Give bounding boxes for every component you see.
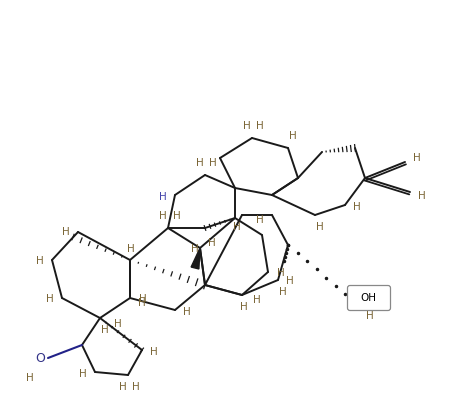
- Text: H: H: [101, 325, 109, 335]
- Text: H: H: [119, 382, 127, 392]
- Text: H: H: [277, 268, 285, 278]
- Text: H: H: [289, 131, 297, 141]
- Text: H: H: [196, 158, 204, 168]
- Text: H: H: [132, 382, 140, 392]
- Text: OH: OH: [360, 293, 376, 303]
- Text: H: H: [139, 294, 147, 304]
- Text: H: H: [208, 238, 216, 248]
- Text: H: H: [191, 244, 199, 254]
- Text: H: H: [243, 121, 251, 131]
- Text: H: H: [253, 295, 261, 305]
- Text: H: H: [127, 244, 135, 254]
- Text: H: H: [286, 276, 294, 286]
- Text: O: O: [35, 352, 45, 365]
- Text: H: H: [150, 347, 158, 357]
- Text: H: H: [316, 222, 324, 232]
- Text: H: H: [173, 211, 181, 221]
- Text: H: H: [183, 307, 191, 317]
- Text: H: H: [233, 222, 241, 232]
- Text: H: H: [279, 287, 287, 297]
- FancyBboxPatch shape: [347, 285, 390, 311]
- Text: H: H: [366, 311, 374, 321]
- Text: H: H: [114, 319, 122, 329]
- Text: H: H: [209, 158, 217, 168]
- Text: H: H: [62, 227, 70, 237]
- Text: H: H: [159, 211, 167, 221]
- Text: H: H: [240, 302, 248, 312]
- Text: H: H: [413, 153, 421, 163]
- Text: H: H: [353, 202, 361, 212]
- Text: H: H: [26, 373, 34, 383]
- Text: H: H: [256, 121, 264, 131]
- Polygon shape: [191, 248, 200, 269]
- Text: H: H: [159, 192, 167, 202]
- Text: H: H: [256, 215, 264, 225]
- Text: H: H: [418, 191, 426, 201]
- Text: H: H: [36, 256, 44, 266]
- Text: H: H: [46, 294, 54, 304]
- Text: H: H: [79, 369, 87, 379]
- Text: H: H: [138, 298, 146, 308]
